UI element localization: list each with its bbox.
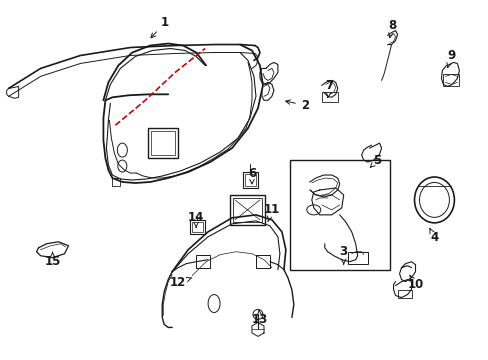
Text: 1: 1: [151, 16, 169, 38]
Text: 4: 4: [429, 228, 438, 244]
Text: 3: 3: [339, 245, 347, 264]
Text: 15: 15: [44, 252, 61, 268]
Text: 10: 10: [407, 275, 423, 291]
Text: 13: 13: [251, 310, 267, 326]
Text: 2: 2: [285, 99, 308, 112]
Text: 7: 7: [325, 79, 333, 98]
Text: 5: 5: [369, 154, 381, 167]
Text: 9: 9: [446, 49, 455, 68]
Text: 12: 12: [170, 276, 191, 289]
Text: 14: 14: [187, 211, 204, 227]
Text: 8: 8: [387, 19, 396, 38]
Text: 11: 11: [263, 203, 280, 222]
Text: 6: 6: [247, 167, 256, 184]
